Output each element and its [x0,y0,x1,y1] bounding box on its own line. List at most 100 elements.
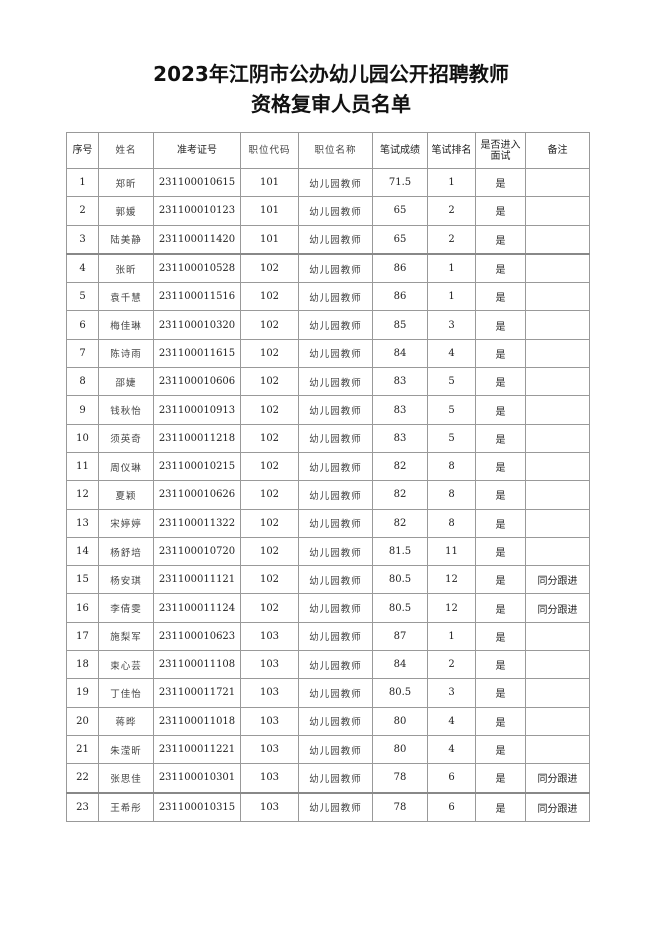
cell-score: 82 [372,480,428,510]
cell-exam-id: 231100010626 [153,480,241,510]
cell-interview: 是 [475,252,526,284]
cell-position-name: 幼儿园教师 [298,536,373,567]
cell-exam-id: 231100011615 [153,338,241,369]
table-row: 6 梅佳琳 231100010320 102 幼儿园教师 85 3 是 [66,310,590,340]
cell-rank: 4 [427,706,476,736]
cell-name: 周仪琳 [98,451,154,482]
cell-position-name: 幼儿园教师 [298,650,373,680]
cell-position-name: 幼儿园教师 [298,480,373,510]
cell-exam-id: 231100011108 [153,650,241,680]
cell-exam-id: 231100010315 [153,791,241,822]
cell-seq: 19 [66,678,99,708]
cell-interview: 是 [475,536,526,567]
cell-remark [525,167,590,198]
cell-seq: 7 [66,338,99,369]
candidate-table: 序号 姓名 准考证号 职位代码 职位名称 笔试成绩 笔试排名 是否进入面试 备注 1 郑昕 2311… [66,132,590,822]
cell-name: 蒋晔 [98,706,154,736]
cell-rank: 3 [427,310,476,340]
cell-name: 袁千慧 [98,282,154,312]
cell-exam-id: 231100010720 [153,536,241,567]
cell-exam-id: 231100010528 [153,252,241,284]
table-row: 17 施梨军 231100010623 103 幼儿园教师 87 1 是 [66,621,590,652]
cell-rank: 12 [427,565,476,595]
table-row: 14 杨舒培 231100010720 102 幼儿园教师 81.5 11 是 [66,536,590,567]
cell-position-code: 102 [240,252,299,284]
cell-score: 84 [372,650,428,680]
cell-position-name: 幼儿园教师 [298,367,373,397]
cell-name: 张昕 [98,252,154,284]
cell-exam-id: 231100011322 [153,508,241,538]
cell-interview: 是 [475,593,526,623]
table-row: 15 杨安琪 231100011121 102 幼儿园教师 80.5 12 是同分跟进 [66,565,590,595]
title-line-2: 资格复审人员名单 [251,92,411,116]
table-row: 20 蒋晔 231100011018 103 幼儿园教师 80 4 是 [66,706,590,736]
cell-interview: 是 [475,310,526,340]
cell-remark [525,282,590,312]
cell-score: 83 [372,395,428,425]
cell-position-code: 102 [240,565,299,595]
cell-position-name: 幼儿园教师 [298,763,373,794]
cell-position-code: 102 [240,451,299,482]
cell-rank: 8 [427,508,476,538]
cell-exam-id: 231100010623 [153,621,241,652]
cell-exam-id: 231100011420 [153,224,241,255]
cell-remark [525,508,590,538]
cell-remark [525,367,590,397]
cell-score: 71.5 [372,167,428,198]
header-rank: 笔试排名 [427,132,476,169]
cell-remark [525,423,590,453]
cell-seq: 11 [66,451,99,482]
cell-position-code: 103 [240,678,299,708]
cell-position-name: 幼儿园教师 [298,508,373,538]
cell-rank: 1 [427,167,476,198]
cell-score: 86 [372,252,428,284]
cell-rank: 2 [427,224,476,255]
cell-remark [525,621,590,652]
cell-position-code: 102 [240,310,299,340]
cell-name: 宋婷婷 [98,508,154,538]
cell-position-code: 103 [240,763,299,794]
table-header-row: 序号 姓名 准考证号 职位代码 职位名称 笔试成绩 笔试排名 是否进入面试 备注 [66,132,590,169]
header-position-name: 职位名称 [298,132,373,169]
cell-rank: 5 [427,395,476,425]
cell-exam-id: 231100010913 [153,395,241,425]
cell-name: 施梨军 [98,621,154,652]
cell-remark [525,310,590,340]
cell-position-name: 幼儿园教师 [298,167,373,198]
cell-score: 80.5 [372,678,428,708]
cell-name: 夏颖 [98,480,154,510]
cell-seq: 9 [66,395,99,425]
cell-seq: 15 [66,565,99,595]
cell-exam-id: 231100010615 [153,167,241,198]
cell-seq: 1 [66,167,99,198]
header-remark: 备注 [525,132,590,169]
cell-position-name: 幼儿园教师 [298,338,373,369]
cell-score: 80 [372,706,428,736]
cell-score: 83 [372,423,428,453]
cell-position-name: 幼儿园教师 [298,678,373,708]
cell-seq: 10 [66,423,99,453]
table-row: 8 邵婕 231100010606 102 幼儿园教师 83 5 是 [66,367,590,397]
cell-seq: 14 [66,536,99,567]
cell-name: 陈诗雨 [98,338,154,369]
cell-remark [525,451,590,482]
cell-name: 郑昕 [98,167,154,198]
cell-remark: 同分跟进 [525,565,590,595]
cell-rank: 1 [427,282,476,312]
cell-name: 钱秋怡 [98,395,154,425]
cell-name: 丁佳怡 [98,678,154,708]
table-row: 11 周仪琳 231100010215 102 幼儿园教师 82 8 是 [66,451,590,482]
cell-rank: 5 [427,423,476,453]
cell-interview: 是 [475,650,526,680]
cell-interview: 是 [475,734,526,765]
table-row: 4 张昕 231100010528 102 幼儿园教师 86 1 是 [66,252,590,284]
cell-interview: 是 [475,338,526,369]
cell-seq: 18 [66,650,99,680]
cell-rank: 4 [427,734,476,765]
cell-position-name: 幼儿园教师 [298,593,373,623]
cell-name: 须英奇 [98,423,154,453]
cell-score: 81.5 [372,536,428,567]
cell-interview: 是 [475,480,526,510]
cell-interview: 是 [475,167,526,198]
cell-rank: 2 [427,650,476,680]
